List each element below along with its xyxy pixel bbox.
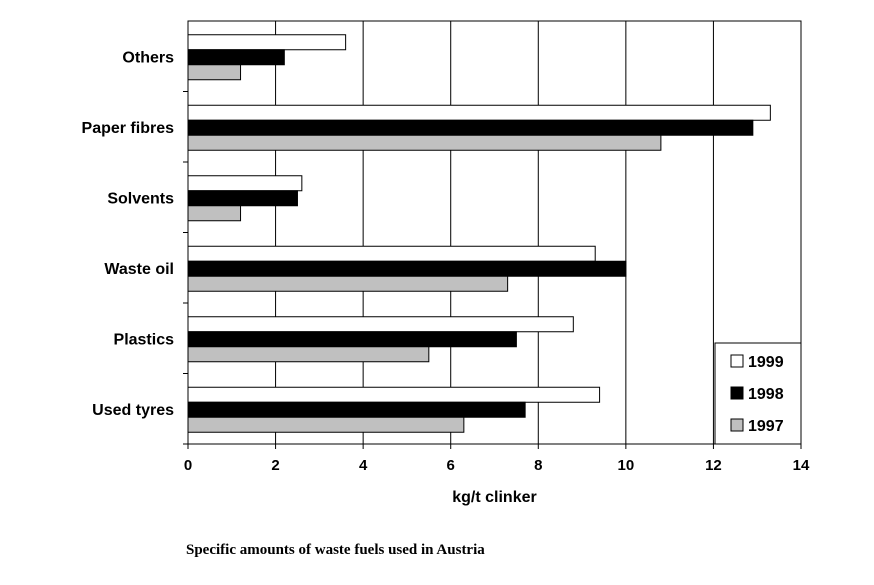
- grid-lines: [275, 21, 714, 444]
- bar-1997: [187, 205, 242, 222]
- legend-label: 1997: [748, 418, 784, 435]
- bar-1998: [187, 119, 754, 136]
- x-tick-label: 2: [271, 457, 279, 474]
- bar-1997: [187, 346, 430, 363]
- legend-swatch-1997: [730, 418, 744, 432]
- bar-1997: [187, 64, 242, 81]
- legend-swatch-1998: [730, 386, 744, 400]
- x-tick-label: 14: [793, 457, 810, 474]
- x-tick-label: 12: [705, 457, 722, 474]
- legend-label: 1998: [748, 386, 784, 403]
- bar-1998: [187, 190, 298, 207]
- axes: 0 2 4 6 8 10 12 14 Others Paper fibres Solvents Was…: [82, 49, 810, 474]
- legend: 1999 1998 1997: [714, 342, 802, 445]
- bar-1998: [187, 260, 627, 277]
- legend-box: [714, 342, 802, 445]
- bar-1997: [187, 275, 509, 292]
- bar-1999: [187, 245, 596, 262]
- bar-1999: [187, 175, 303, 192]
- x-tick-label: 4: [359, 457, 368, 474]
- x-axis-title: kg/t clinker: [452, 489, 536, 506]
- category-label: Used tyres: [92, 402, 174, 419]
- category-label: Waste oil: [104, 261, 174, 278]
- category-label: Solvents: [107, 190, 174, 207]
- x-tick-label: 6: [447, 457, 455, 474]
- x-tick-label: 8: [534, 457, 542, 474]
- plot-area-frame: [187, 20, 802, 445]
- category-label: Plastics: [114, 331, 175, 348]
- bar-1999: [187, 104, 771, 121]
- bar-1999: [187, 386, 601, 403]
- bar-1998: [187, 331, 517, 348]
- category-label: Others: [122, 49, 174, 66]
- legend-swatch-1999: [730, 354, 744, 368]
- bar-1998: [187, 401, 526, 418]
- figure-caption: Specific amounts of waste fuels used in …: [186, 542, 485, 558]
- bar-1997: [187, 416, 465, 433]
- legend-label: 1999: [748, 354, 784, 371]
- bar-1998: [187, 49, 285, 66]
- bar-1999: [187, 316, 574, 333]
- bar-1997: [187, 134, 662, 151]
- x-tick-label: 0: [184, 457, 192, 474]
- category-label: Paper fibres: [82, 120, 175, 137]
- bar-1999: [187, 34, 347, 51]
- x-tick-label: 10: [618, 457, 635, 474]
